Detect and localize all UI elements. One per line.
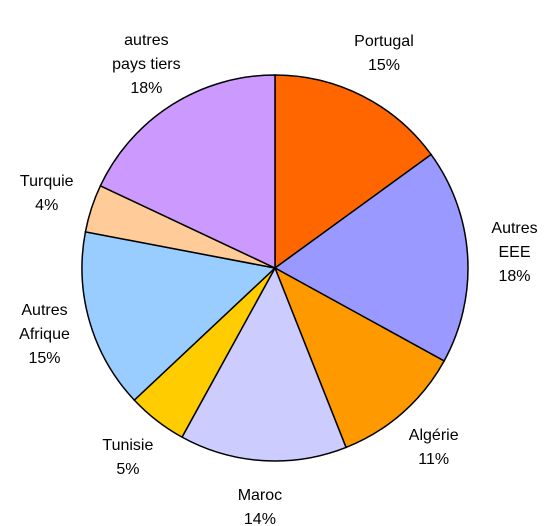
slice-label: Algérie 11% [409,424,459,472]
category-label: autres pays tiers [112,32,181,74]
category-label: Turquie [19,172,74,190]
slice-label: Autres EEE 18% [491,217,537,289]
pie-slice [181,266,348,462]
value-label: 14% [243,510,276,526]
value-label: 15% [367,57,400,75]
value-label: 18% [130,80,163,98]
slice-label: Autres Afrique 15% [19,299,70,371]
category-label: Tunisie [102,436,154,454]
category-label: Autres Afrique [19,301,70,343]
value-label: 4% [35,196,59,214]
slice-label: Tunisie 5% [102,434,153,482]
value-label: 15% [28,349,61,367]
category-label: Autres EEE [491,219,538,261]
category-label: Portugal [354,33,414,51]
slice-label: autres pays tiers 18% [112,29,180,101]
slice-label: Turquie 4% [20,170,74,218]
value-label: 18% [498,267,531,285]
slice-label: Portugal 15% [354,30,414,78]
value-label: 5% [116,460,140,478]
pie-slice [99,74,276,270]
pie-slice [81,230,277,402]
pie-slice [274,74,433,270]
pie-slice [273,153,469,362]
value-label: 11% [418,451,450,469]
category-label: Algérie [408,427,459,445]
category-label: Maroc [237,486,283,504]
slice-label: Maroc 14% [238,484,282,526]
pie-slice [273,266,446,449]
